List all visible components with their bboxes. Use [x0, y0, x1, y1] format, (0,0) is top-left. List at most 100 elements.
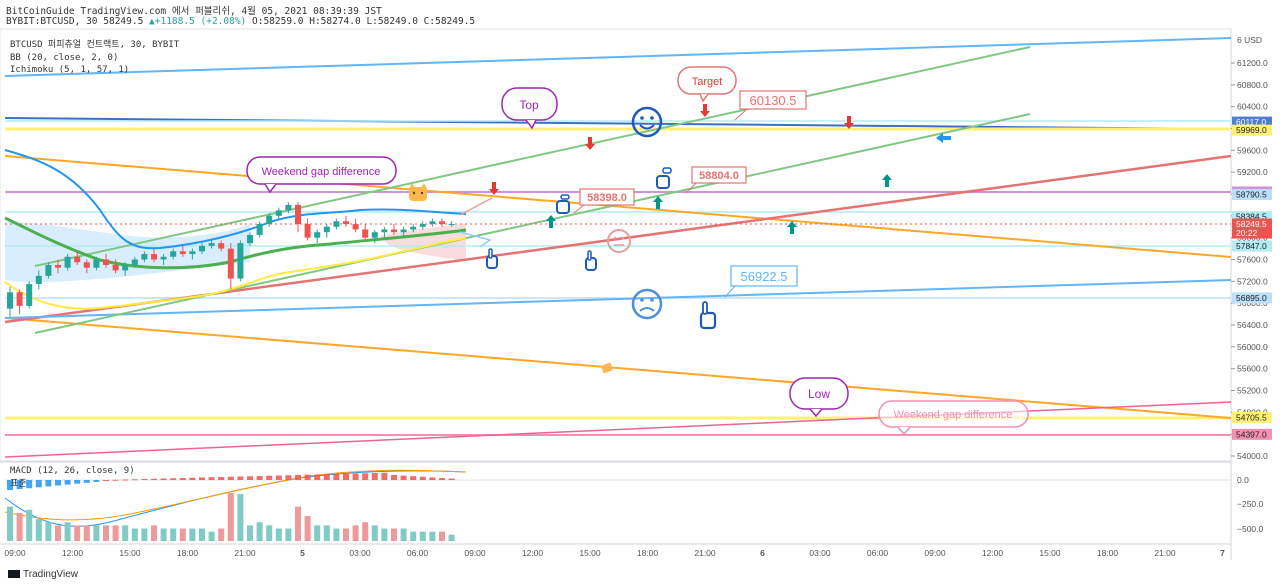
legend-ichimoku[interactable]: Ichimoku (5, 1, 57, 1): [10, 65, 130, 75]
arrow-up-icon[interactable]: [882, 174, 892, 187]
candle-body[interactable]: [208, 243, 215, 246]
price-axis[interactable]: 6 USD61200.060800.060400.060000.059600.0…: [1231, 29, 1280, 544]
indicator-legend[interactable]: BTCUSD 퍼피츄얼 컨트랙트, 30, BYBIT BB (20, clos…: [10, 39, 179, 77]
price-note-58804[interactable]: 58804.0: [685, 166, 747, 194]
candle-body[interactable]: [419, 224, 426, 227]
arrow-down-icon[interactable]: [489, 182, 499, 195]
tag-icon[interactable]: [601, 362, 613, 374]
time-axis[interactable]: 09:00 12:00 15:00 18:00 21:00 5 03:00 06:00 09:0…: [4, 548, 1225, 558]
trendline-lower-blue[interactable]: [4, 279, 1232, 319]
callout-top[interactable]: Top: [501, 87, 558, 130]
candle-body[interactable]: [170, 251, 177, 257]
pointing-hand-icon[interactable]: [656, 167, 672, 189]
pointing-hand-icon[interactable]: [486, 248, 498, 269]
legend-bb[interactable]: BB (20, close, 2, 0): [10, 52, 119, 63]
candle-body[interactable]: [343, 221, 349, 225]
price-note-58398[interactable]: 58398.0: [573, 188, 635, 214]
candle-body[interactable]: [333, 221, 340, 227]
candle-body[interactable]: [151, 254, 157, 260]
time-tick-label: 21:00: [694, 548, 716, 558]
candle-body[interactable]: [400, 229, 407, 233]
candle-body[interactable]: [93, 259, 100, 268]
candle-body[interactable]: [362, 229, 369, 238]
arrow-up-icon[interactable]: [546, 215, 556, 228]
trendline-orange-lower[interactable]: [4, 317, 1232, 419]
candle-body[interactable]: [314, 232, 321, 238]
pointing-hand-icon[interactable]: [699, 301, 717, 330]
macd-hist-bar: [199, 477, 205, 480]
symbol[interactable]: BYBIT:BTCUSD, 30: [6, 16, 98, 27]
trendline-dark-blue[interactable]: [4, 117, 1232, 130]
projection-arrow-down[interactable]: [459, 231, 492, 248]
projection-arrow-up[interactable]: [459, 197, 493, 216]
candle-body[interactable]: [256, 224, 263, 235]
channel-green-upper[interactable]: [34, 46, 1031, 267]
candle-body[interactable]: [218, 243, 225, 249]
candle-body[interactable]: [304, 224, 311, 238]
candle-body[interactable]: [160, 256, 167, 260]
pointing-hand-icon[interactable]: [556, 194, 570, 214]
price-note-60130[interactable]: 60130.5: [734, 90, 807, 121]
neutral-face-icon[interactable]: [607, 229, 631, 253]
candle-body[interactable]: [141, 254, 148, 260]
candle-body[interactable]: [285, 204, 292, 211]
candle-body[interactable]: [429, 221, 436, 225]
trendline-upper-blue[interactable]: [4, 37, 1232, 77]
candle-body[interactable]: [266, 215, 273, 225]
candle-body[interactable]: [381, 229, 388, 233]
legend-symbol[interactable]: BTCUSD 퍼피츄얼 컨트랙트, 30, BYBIT: [10, 40, 180, 50]
candle-body[interactable]: [410, 226, 417, 230]
pointing-hand-icon[interactable]: [585, 250, 597, 271]
candle-body[interactable]: [295, 204, 301, 225]
confused-face-icon[interactable]: [631, 288, 663, 320]
candle-body[interactable]: [189, 251, 196, 255]
candle-body[interactable]: [448, 224, 455, 226]
macd-legend[interactable]: MACD (12, 26, close, 9) 표준: [10, 466, 135, 489]
candle-body[interactable]: [64, 256, 71, 268]
candlestick-series[interactable]: [7, 202, 455, 317]
candle-body[interactable]: [103, 259, 109, 265]
candle-body[interactable]: [122, 264, 129, 271]
candle-body[interactable]: [16, 292, 23, 306]
candle-body[interactable]: [35, 275, 42, 285]
arrow-down-icon[interactable]: [585, 137, 595, 150]
candle-body[interactable]: [323, 226, 330, 233]
trendline-pink[interactable]: [4, 401, 1232, 458]
candle-body[interactable]: [26, 284, 33, 306]
candle-body[interactable]: [112, 264, 119, 271]
candle-body[interactable]: [439, 221, 445, 225]
callout-target[interactable]: Target: [677, 66, 737, 103]
candle-body[interactable]: [247, 234, 253, 244]
candle-body[interactable]: [237, 243, 244, 279]
cat-face-icon[interactable]: [409, 183, 427, 201]
candle-body[interactable]: [55, 264, 61, 268]
candle-body[interactable]: [83, 262, 90, 268]
macd-pane[interactable]: 0.0 −250.0 −500.0: [4, 469, 1264, 541]
candle-body[interactable]: [371, 232, 378, 238]
arrow-down-icon[interactable]: [844, 116, 854, 129]
candle-body[interactable]: [227, 248, 234, 279]
candle-body[interactable]: [352, 224, 359, 230]
arrow-down-icon[interactable]: [700, 104, 710, 117]
happy-face-icon[interactable]: [631, 106, 663, 138]
volume-bar: [439, 531, 445, 541]
candle-body[interactable]: [131, 259, 138, 265]
trendline-orange-upper[interactable]: [4, 155, 1232, 258]
candle-body[interactable]: [199, 245, 205, 252]
tradingview-logo[interactable]: TradingView: [8, 569, 78, 580]
arrow-left-icon[interactable]: [936, 133, 951, 143]
candle-body[interactable]: [45, 264, 52, 276]
arrow-up-icon[interactable]: [653, 196, 663, 209]
price-note-56922[interactable]: 56922.5: [724, 265, 798, 298]
candle-body[interactable]: [391, 229, 397, 233]
arrow-up-icon[interactable]: [787, 221, 797, 234]
callout-weekend-gap[interactable]: Weekend gap difference: [246, 156, 397, 194]
candle-body[interactable]: [7, 292, 13, 309]
callout-low[interactable]: Low: [789, 377, 849, 418]
candle-body[interactable]: [74, 256, 81, 263]
candle-body[interactable]: [179, 251, 186, 255]
price-note-56922-label: 56922.5: [741, 269, 788, 284]
callout-weekend-gap-faded[interactable]: Weekend gap difference: [878, 400, 1029, 436]
candle-body[interactable]: [275, 210, 282, 216]
